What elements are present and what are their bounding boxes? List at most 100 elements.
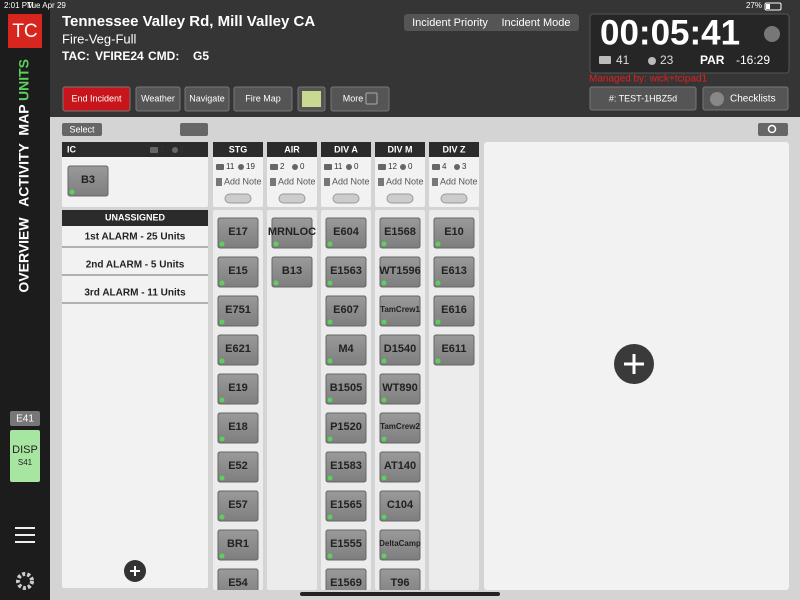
unit-tile[interactable] <box>379 217 421 249</box>
unit-tile[interactable] <box>379 529 421 561</box>
status-dot <box>327 475 333 481</box>
unit-tile[interactable] <box>217 451 259 483</box>
toggle[interactable] <box>386 193 414 204</box>
unit-tile[interactable] <box>379 256 421 288</box>
plus-icon <box>130 566 140 576</box>
unit-tile[interactable] <box>379 451 421 483</box>
unit-tile[interactable] <box>325 529 367 561</box>
toolbar-button[interactable] <box>62 86 131 112</box>
column-header[interactable] <box>321 142 371 157</box>
unit-label: E1563 <box>330 265 362 277</box>
unit-label: TamCrew2 <box>380 422 420 431</box>
unit-tile[interactable] <box>325 334 367 366</box>
column-header[interactable] <box>429 142 479 157</box>
unit-tile[interactable] <box>379 412 421 444</box>
settings-icon[interactable] <box>16 572 34 590</box>
unit-tile[interactable] <box>217 490 259 522</box>
unit-tile[interactable] <box>433 256 475 288</box>
vehicle-count: 2 <box>280 162 285 171</box>
unit-tile[interactable] <box>379 295 421 327</box>
unit-tile[interactable] <box>67 165 109 197</box>
unit-tile[interactable] <box>325 451 367 483</box>
unit-tile[interactable] <box>217 295 259 327</box>
unit-tile[interactable] <box>325 256 367 288</box>
sidebar-tab[interactable]: MAP <box>16 104 32 135</box>
unit-tile[interactable] <box>433 334 475 366</box>
unassigned-panel <box>62 210 208 588</box>
alarm-group[interactable]: 1st ALARM - 25 Units <box>85 232 186 243</box>
checklists-button[interactable] <box>702 86 789 111</box>
cmd-value: G5 <box>193 49 209 63</box>
status-dot <box>219 514 225 520</box>
status-dot <box>69 189 75 195</box>
status-battery: 27% <box>746 1 762 10</box>
select-button[interactable] <box>62 123 102 136</box>
column-name: AIR <box>284 144 300 154</box>
unit-tile[interactable] <box>433 295 475 327</box>
mode-button[interactable]: Incident Mode <box>501 17 570 29</box>
incident-id-button[interactable] <box>589 86 697 111</box>
vehicle-icon <box>324 164 332 170</box>
unit-label: E17 <box>228 226 248 238</box>
swap-button[interactable] <box>180 123 208 136</box>
add-note[interactable]: Add Note <box>332 176 370 186</box>
sidebar-tab[interactable]: OVERVIEW <box>16 217 32 293</box>
search-button[interactable] <box>758 123 788 136</box>
toolbar-button[interactable] <box>233 86 293 112</box>
person-icon <box>238 164 244 170</box>
tac-value: VFIRE24 <box>95 49 144 63</box>
unit-tile[interactable] <box>325 217 367 249</box>
column-header[interactable] <box>213 142 263 157</box>
add-note[interactable]: Add Note <box>440 176 478 186</box>
timer-add[interactable] <box>764 26 780 42</box>
toolbar-label: More <box>343 93 364 103</box>
unit-tile[interactable] <box>325 412 367 444</box>
unit-tile[interactable] <box>433 217 475 249</box>
toggle[interactable] <box>278 193 306 204</box>
unit-tile[interactable] <box>217 529 259 561</box>
menu-icon[interactable] <box>15 527 35 543</box>
add-note[interactable]: Add Note <box>278 176 316 186</box>
unit-tile[interactable] <box>379 373 421 405</box>
unit-tile[interactable] <box>217 256 259 288</box>
mode-button[interactable]: Incident Priority <box>412 17 488 29</box>
unit-tile[interactable] <box>379 490 421 522</box>
toolbar-button[interactable] <box>135 86 181 112</box>
unit-tile[interactable] <box>325 490 367 522</box>
add-note[interactable]: Add Note <box>224 176 262 186</box>
unit-label: T96 <box>391 577 410 589</box>
unit-tile[interactable] <box>271 217 313 249</box>
unit-tile[interactable] <box>217 334 259 366</box>
unit-badge[interactable] <box>10 411 40 426</box>
ic-name: IC <box>67 144 77 154</box>
person-icon <box>292 164 298 170</box>
unit-tile[interactable] <box>217 412 259 444</box>
unit-label: E621 <box>225 343 251 355</box>
toggle[interactable] <box>224 193 252 204</box>
unit-tile[interactable] <box>271 256 313 288</box>
unit-tile[interactable] <box>379 334 421 366</box>
toolbar-button[interactable] <box>184 86 230 112</box>
logo[interactable] <box>8 14 42 48</box>
vehicle-icon <box>378 164 386 170</box>
status-dot <box>381 358 387 364</box>
vehicle-count: 1 <box>160 145 165 154</box>
unit-tile[interactable] <box>217 217 259 249</box>
toolbar-label: End Incident <box>71 93 122 103</box>
toggle[interactable] <box>440 193 468 204</box>
unit-tile[interactable] <box>325 373 367 405</box>
toggle[interactable] <box>332 193 360 204</box>
vehicle-count: 4 <box>442 162 447 171</box>
add-note[interactable]: Add Note <box>386 176 424 186</box>
status-dot <box>435 241 441 247</box>
sidebar-tab[interactable]: ACTIVITY <box>16 142 32 206</box>
unit-tile[interactable] <box>217 373 259 405</box>
battery-icon <box>764 2 782 11</box>
column-header[interactable] <box>375 142 425 157</box>
disp-badge[interactable] <box>10 430 40 482</box>
column-header[interactable] <box>267 142 317 157</box>
sidebar-tab[interactable]: UNITS <box>16 59 32 101</box>
unit-tile[interactable] <box>325 295 367 327</box>
alarm-group[interactable]: 3rd ALARM - 11 Units <box>84 288 186 299</box>
alarm-group[interactable]: 2nd ALARM - 5 Units <box>86 260 185 271</box>
